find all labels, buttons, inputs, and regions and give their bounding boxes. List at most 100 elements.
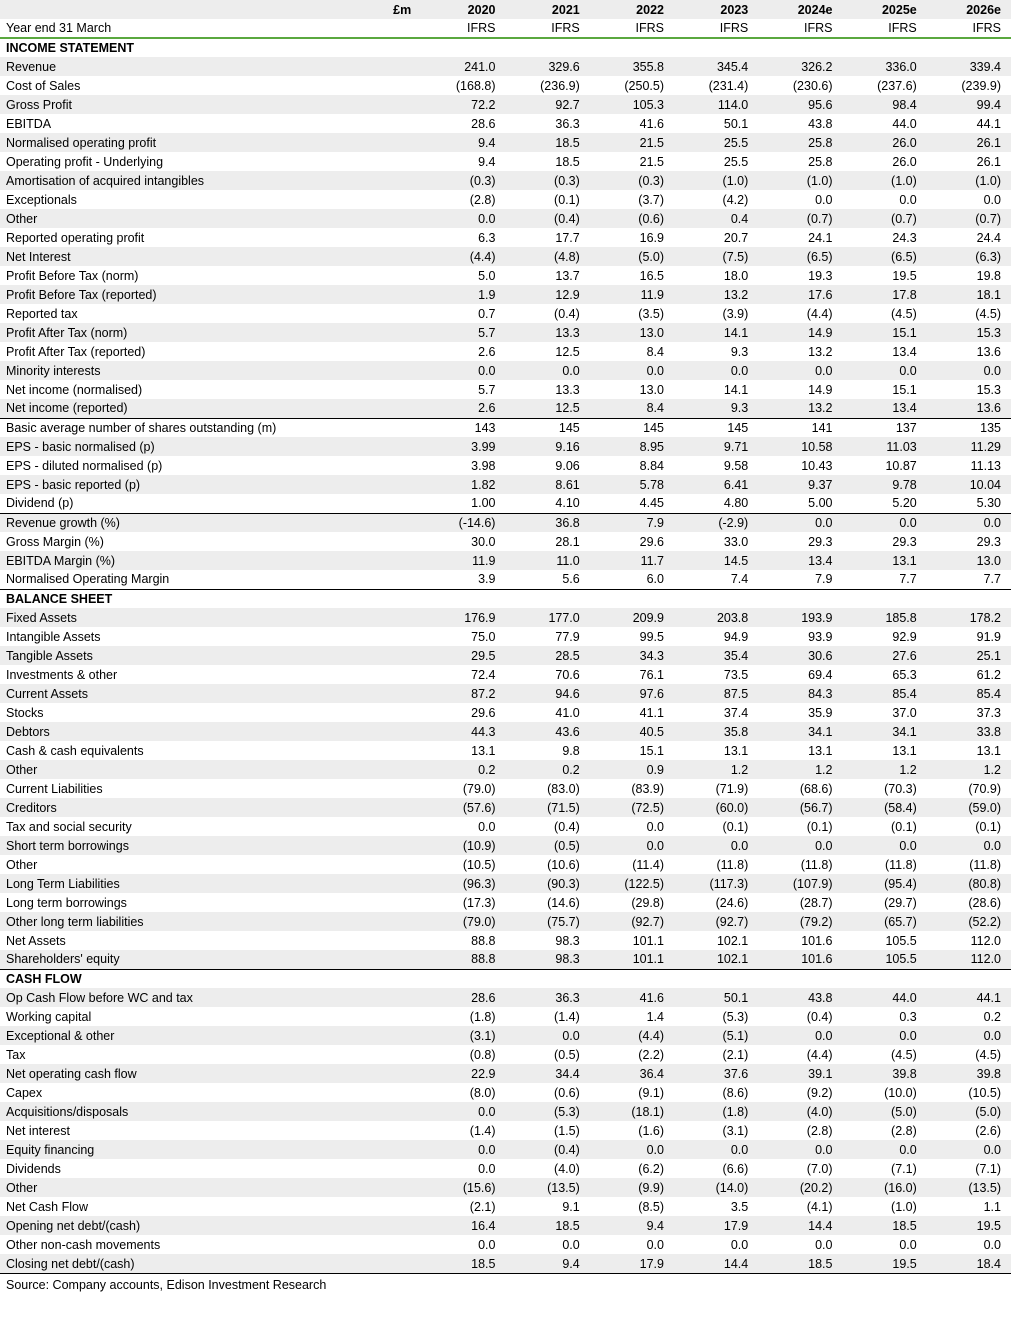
cell: (0.4) [505, 209, 589, 228]
cell: 41.1 [590, 703, 674, 722]
cell: 18.1 [927, 285, 1011, 304]
cell: 143 [421, 418, 505, 437]
cell: 185.8 [842, 608, 926, 627]
cell: 37.4 [674, 703, 758, 722]
ifrs-2: IFRS [590, 19, 674, 38]
cell: 1.2 [927, 760, 1011, 779]
cell: (4.5) [842, 304, 926, 323]
cell: 0.0 [590, 836, 674, 855]
cell: 0.7 [421, 304, 505, 323]
cell: 13.2 [674, 285, 758, 304]
cell: 28.5 [505, 646, 589, 665]
cell: (4.4) [758, 1045, 842, 1064]
cell: 13.7 [505, 266, 589, 285]
cell: 0.0 [421, 1102, 505, 1121]
cell: 85.4 [927, 684, 1011, 703]
year-end-label: Year end 31 March [0, 19, 321, 38]
section-title: CASH FLOW [0, 969, 321, 988]
cell: 25.5 [674, 152, 758, 171]
cell: (15.6) [421, 1178, 505, 1197]
cell: 9.1 [505, 1197, 589, 1216]
row-label: Acquisitions/disposals [0, 1102, 321, 1121]
cell: 0.0 [421, 1159, 505, 1178]
ifrs-1: IFRS [505, 19, 589, 38]
cell: 101.6 [758, 950, 842, 969]
cell: 18.4 [927, 1254, 1011, 1273]
cell: (1.0) [842, 171, 926, 190]
cell: (92.7) [674, 912, 758, 931]
cell: 17.7 [505, 228, 589, 247]
cell: 0.3 [842, 1007, 926, 1026]
cell: 39.8 [927, 1064, 1011, 1083]
cell: 24.4 [927, 228, 1011, 247]
cell: (0.1) [758, 817, 842, 836]
cell: 0.0 [842, 1140, 926, 1159]
cell: 137 [842, 418, 926, 437]
cell: 37.0 [842, 703, 926, 722]
cell: 94.6 [505, 684, 589, 703]
cell: 44.1 [927, 114, 1011, 133]
cell: 3.99 [421, 437, 505, 456]
cell: 0.2 [927, 1007, 1011, 1026]
cell: 2.6 [421, 399, 505, 418]
cell: 13.4 [758, 551, 842, 570]
cell: 10.43 [758, 456, 842, 475]
cell: 105.5 [842, 950, 926, 969]
cell: (8.0) [421, 1083, 505, 1102]
cell: 0.0 [927, 1235, 1011, 1254]
cell: 27.6 [842, 646, 926, 665]
cell: 101.1 [590, 950, 674, 969]
section-title: INCOME STATEMENT [0, 38, 321, 57]
cell: 6.0 [590, 570, 674, 589]
col-year-3: 2023 [674, 0, 758, 19]
cell: 99.5 [590, 627, 674, 646]
row-label: Net Assets [0, 931, 321, 950]
cell: 105.3 [590, 95, 674, 114]
cell: 16.9 [590, 228, 674, 247]
cell: 0.0 [927, 190, 1011, 209]
cell: 1.82 [421, 475, 505, 494]
cell: 15.1 [590, 741, 674, 760]
cell: 17.6 [758, 285, 842, 304]
cell: (1.0) [758, 171, 842, 190]
cell: 8.61 [505, 475, 589, 494]
cell: 43.8 [758, 988, 842, 1007]
cell: 40.5 [590, 722, 674, 741]
cell: 2.6 [421, 342, 505, 361]
cell: (122.5) [590, 874, 674, 893]
currency-label: £m [321, 0, 421, 19]
cell: (1.4) [421, 1121, 505, 1140]
cell: (0.1) [674, 817, 758, 836]
cell: (2.1) [674, 1045, 758, 1064]
cell: 41.6 [590, 988, 674, 1007]
cell: 0.0 [590, 361, 674, 380]
cell: 30.6 [758, 646, 842, 665]
cell: 13.1 [927, 741, 1011, 760]
row-label: Profit After Tax (reported) [0, 342, 321, 361]
cell: 10.58 [758, 437, 842, 456]
cell: (5.0) [590, 247, 674, 266]
cell: 4.80 [674, 494, 758, 513]
cell: 28.6 [421, 988, 505, 1007]
cell: 16.5 [590, 266, 674, 285]
cell: (17.3) [421, 893, 505, 912]
cell: 0.2 [505, 760, 589, 779]
cell: 61.2 [927, 665, 1011, 684]
cell: (4.5) [927, 1045, 1011, 1064]
cell: 10.87 [842, 456, 926, 475]
cell: 20.7 [674, 228, 758, 247]
row-label: Cash & cash equivalents [0, 741, 321, 760]
cell: (4.2) [674, 190, 758, 209]
cell: 19.5 [842, 266, 926, 285]
source-note: Source: Company accounts, Edison Investm… [0, 1273, 1011, 1300]
row-label: Debtors [0, 722, 321, 741]
row-label: Minority interests [0, 361, 321, 380]
cell: 105.5 [842, 931, 926, 950]
cell: 1.2 [674, 760, 758, 779]
cell: 65.3 [842, 665, 926, 684]
cell: 5.78 [590, 475, 674, 494]
cell: 44.0 [842, 114, 926, 133]
row-label: Opening net debt/(cash) [0, 1216, 321, 1235]
cell: 176.9 [421, 608, 505, 627]
cell: 145 [590, 418, 674, 437]
